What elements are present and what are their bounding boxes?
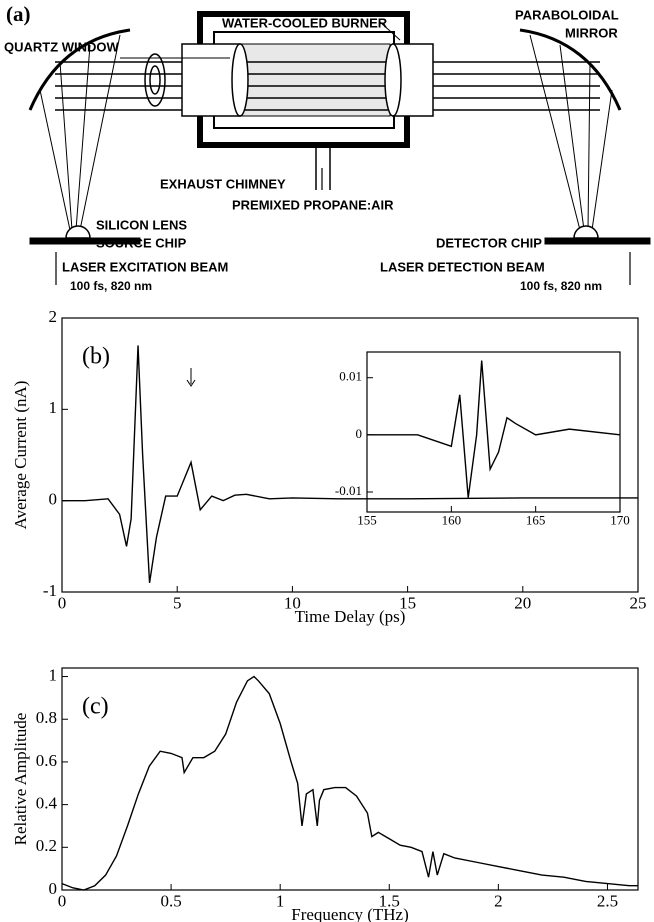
y-tick-label: 0	[356, 426, 363, 441]
left-window	[181, 43, 241, 117]
y-tick-label: -1	[43, 581, 57, 600]
wavefront	[144, 53, 166, 107]
x-tick-label: 165	[526, 513, 546, 528]
focus-rays	[39, 34, 613, 231]
y-tick-label: -0.01	[335, 483, 362, 498]
data-line	[61, 675, 638, 891]
data-line	[62, 345, 638, 583]
y-tick-label: 1	[49, 398, 58, 417]
y-tick-label: 0.2	[36, 836, 57, 855]
x-tick-label: 25	[630, 594, 647, 613]
y-axis-label: Relative Amplitude	[11, 713, 30, 846]
y-tick-label: 2	[49, 307, 58, 326]
y-tick-label: 0.8	[36, 708, 57, 727]
x-tick-label: 170	[610, 513, 630, 528]
x-tick-label: 15	[399, 594, 416, 613]
y-axis-label: Average Current (nA)	[11, 381, 30, 530]
left-mirror	[28, 28, 131, 111]
y-tick-label: 1	[49, 665, 58, 684]
x-tick-label: 0	[58, 892, 67, 911]
right-mirror	[519, 28, 622, 111]
diagram	[28, 11, 651, 285]
label: 100 fs, 820 nm	[70, 279, 152, 293]
label: PARABOLOIDAL	[515, 7, 619, 22]
source-chip	[29, 237, 141, 245]
y-tick-label: 0	[49, 490, 58, 509]
label: LASER DETECTION BEAM	[380, 259, 545, 274]
wavefront	[149, 65, 161, 95]
label: DETECTOR CHIP	[436, 235, 542, 250]
panel-label: (c)	[82, 694, 109, 720]
y-tick-label: 0.6	[36, 751, 57, 770]
annotation-arrow	[186, 379, 196, 387]
x-axis-label: Time Delay (ps)	[295, 607, 406, 626]
flame-region	[239, 43, 391, 117]
leader	[379, 21, 401, 41]
label: SILICON LENS	[96, 217, 187, 232]
panel-label: (b)	[82, 344, 110, 370]
x-tick-label: 10	[284, 594, 301, 613]
x-tick-label: 5	[173, 594, 182, 613]
right-window-face	[384, 43, 402, 117]
x-tick-label: 0.5	[160, 892, 181, 911]
x-axis-label: Frequency (THz)	[291, 905, 409, 922]
label: EXHAUST CHIMNEY	[160, 176, 286, 191]
label: 100 fs, 820 nm	[520, 279, 602, 293]
y-tick-label: 0	[49, 879, 58, 898]
label: WATER-COOLED BURNER	[222, 15, 388, 30]
x-tick-label: 20	[514, 594, 531, 613]
label: PREMIXED PROPANE:AIR	[232, 197, 394, 212]
plot-frame	[61, 317, 639, 593]
label: SOURCE CHIP	[96, 235, 187, 250]
silicon-lens	[65, 225, 91, 239]
y-tick-label: 0.01	[339, 369, 362, 384]
x-tick-label: 155	[357, 513, 377, 528]
x-tick-label: 160	[442, 513, 462, 528]
x-tick-label: 1.5	[379, 892, 400, 911]
label: LASER EXCITATION BEAM	[62, 259, 228, 274]
label: QUARTZ WINDOW	[4, 39, 120, 54]
detector-chip	[544, 237, 651, 245]
panel-label: (a)	[6, 2, 31, 26]
silicon-lens	[573, 225, 599, 239]
plot-frame	[61, 667, 639, 891]
x-tick-label: 2.5	[597, 892, 618, 911]
x-tick-label: 0	[58, 594, 67, 613]
data-line	[367, 360, 621, 498]
y-tick-label: 0.4	[36, 794, 58, 813]
x-tick-label: 2	[494, 892, 503, 911]
plot-frame	[366, 351, 621, 513]
left-window-face	[231, 43, 249, 117]
label: MIRROR	[565, 25, 618, 40]
x-tick-label: 1	[276, 892, 285, 911]
